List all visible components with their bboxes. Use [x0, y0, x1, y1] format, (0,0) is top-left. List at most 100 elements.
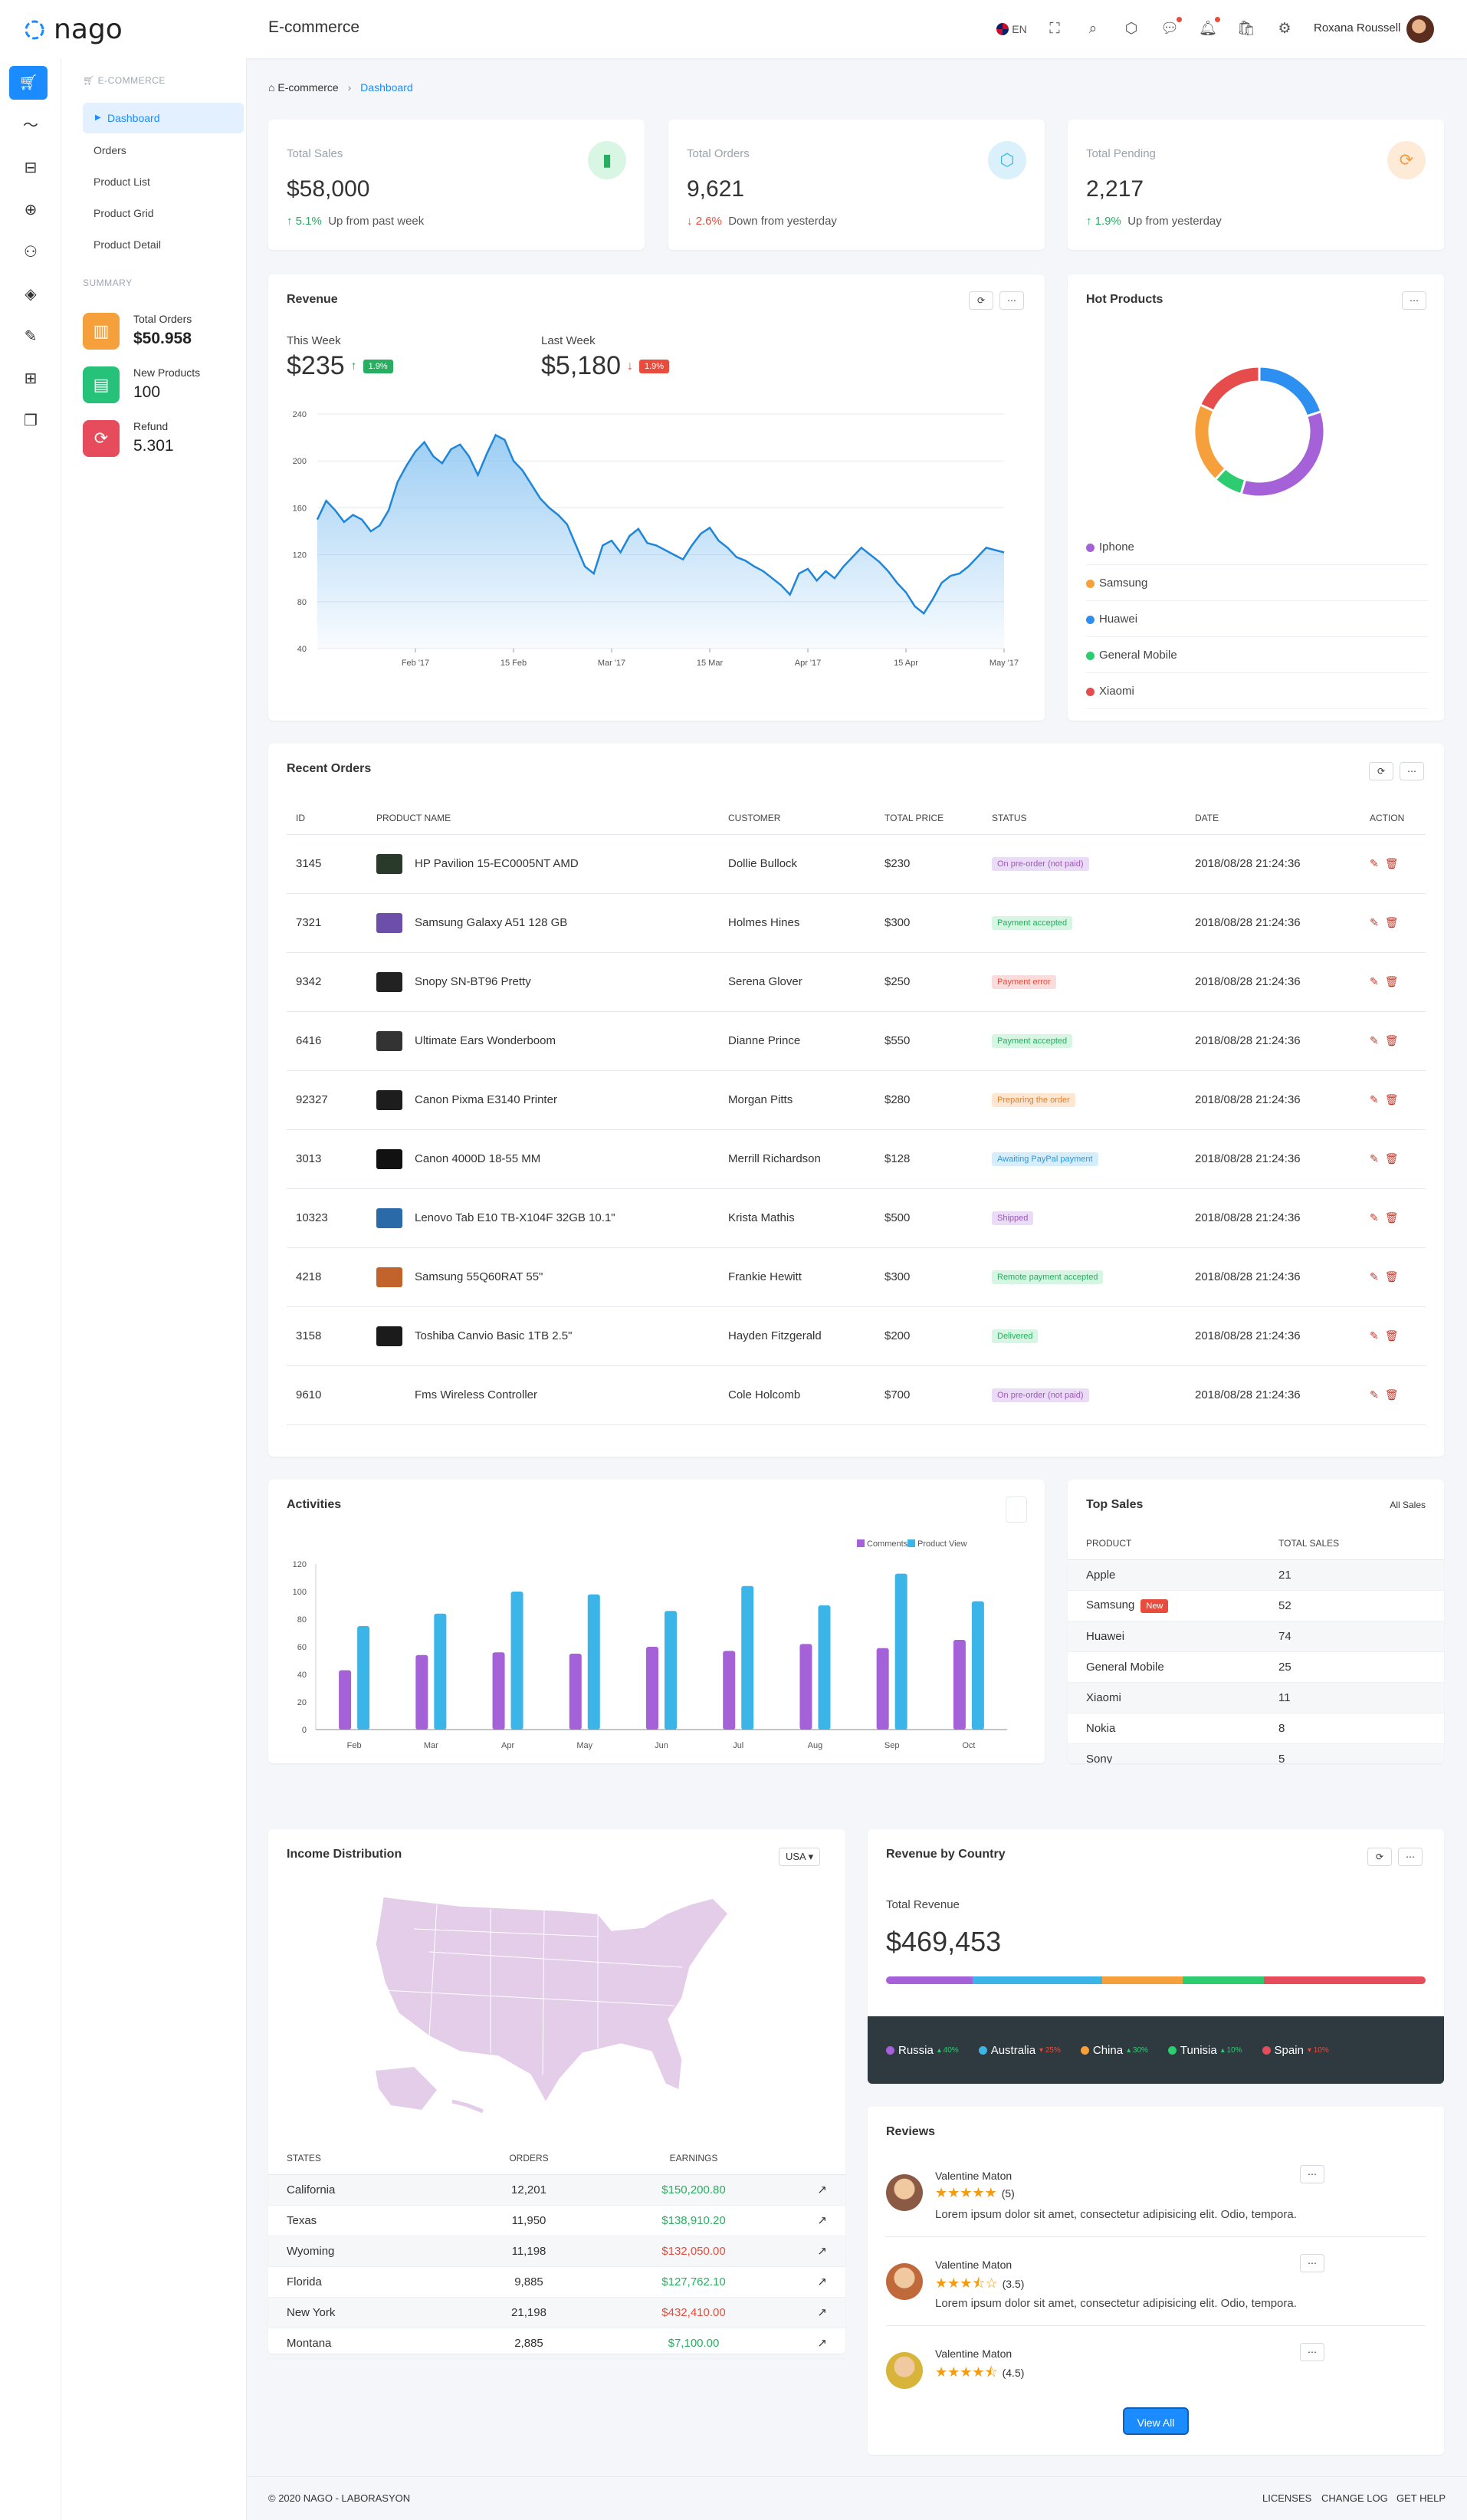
globe-icon[interactable]: ⊕ [24, 202, 38, 218]
box-icon[interactable]: ⬡ [1124, 21, 1138, 37]
gear-icon[interactable]: ⚙ [1278, 21, 1291, 37]
table-row[interactable]: 92327 Canon Pixma E3140 Printer Morgan Pit… [287, 1070, 1426, 1130]
submenu-item-dashboard[interactable]: ▶ Dashboard [83, 103, 244, 133]
submenu-item-product-list[interactable]: Product List [94, 176, 150, 188]
table-row[interactable]: 10323 Lenovo Tab E10 TB-X104F 32GB 10.1" K… [287, 1188, 1426, 1248]
edit-icon[interactable]: ✎ [1370, 1152, 1385, 1165]
trash-icon[interactable]: 🗑︎ [1384, 1034, 1405, 1046]
trash-icon[interactable]: 🗑︎ [1384, 975, 1405, 987]
table-row[interactable]: 4218 Samsung 55Q60RAT 55" Frankie Hewitt $3… [287, 1247, 1426, 1307]
trash-icon[interactable]: 🗑︎ [1384, 1270, 1405, 1283]
more-button[interactable]: ⋯ [1400, 762, 1424, 780]
customer: Merrill Richardson [719, 1129, 875, 1189]
view-all-button[interactable]: View All [1123, 2407, 1189, 2435]
table-row[interactable]: 9342 Snopy SN-BT96 Pretty Serena Glover $25… [287, 952, 1426, 1012]
options-button[interactable] [1006, 1497, 1027, 1523]
refresh-button[interactable]: ⟳ [969, 291, 993, 310]
more-button[interactable]: ⋯ [1402, 291, 1426, 310]
table-row[interactable]: Nokia 8 [1068, 1713, 1444, 1744]
logo[interactable]: nago [23, 14, 123, 45]
review-more-button[interactable]: ⋯ [1300, 2254, 1324, 2272]
table-row[interactable]: Montana 2,885 $7,100.00 ↗ [268, 2328, 845, 2359]
table-row[interactable]: Samsung New 52 [1068, 1590, 1444, 1621]
donut-slice-samsung[interactable] [1193, 402, 1228, 481]
layers-icon[interactable]: ◈ [25, 286, 37, 303]
table-row[interactable]: 3158 Toshiba Canvio Basic 1TB 2.5" Hayden … [287, 1306, 1426, 1366]
edit-icon[interactable]: ✎ [1370, 1270, 1385, 1283]
trash-icon[interactable]: 🗑︎ [1384, 1329, 1405, 1342]
edit-icon[interactable]: ✎ [1370, 1211, 1385, 1224]
external-link-icon[interactable]: ↗ [789, 2328, 845, 2359]
table-row[interactable]: Wyoming 11,198 $132,050.00 ↗ [268, 2236, 845, 2267]
trash-icon[interactable]: 🗑︎ [1384, 1388, 1405, 1401]
bag-icon[interactable]: 🛍︎ [1237, 21, 1256, 37]
users-icon[interactable]: ⚇ [24, 244, 38, 261]
donut-slice-huawei[interactable] [1258, 365, 1323, 418]
top-sales-table: PRODUCT TOTAL SALES Apple 21 Samsung New 52 Hu… [1068, 1527, 1444, 1763]
user-name[interactable]: Roxana Roussell [1314, 21, 1401, 34]
edit-icon[interactable]: ✎ [1370, 1388, 1385, 1401]
table-row[interactable]: Huawei 74 [1068, 1621, 1444, 1652]
external-link-icon[interactable]: ↗ [789, 2266, 845, 2298]
trash-icon[interactable]: 🗑︎ [1384, 1093, 1405, 1106]
table-row[interactable]: Sony 5 [1068, 1743, 1444, 1763]
briefcase-icon[interactable]: ⊟ [24, 159, 38, 176]
breadcrumb-root[interactable]: E-commerce [277, 81, 339, 94]
edit-icon[interactable]: ✎ [1370, 1034, 1385, 1046]
trash-icon[interactable]: 🗑︎ [1384, 1211, 1405, 1224]
external-link-icon[interactable]: ↗ [789, 2297, 845, 2328]
table-row[interactable]: California 12,201 $150,200.80 ↗ [268, 2174, 845, 2206]
refresh-button[interactable]: ⟳ [1369, 762, 1393, 780]
language-selector[interactable]: EN [989, 20, 1035, 38]
trash-icon[interactable]: 🗑︎ [1384, 1152, 1405, 1165]
copy-icon[interactable]: ❐ [24, 412, 38, 429]
activity-icon[interactable]: 〜 [23, 117, 38, 134]
trash-icon[interactable]: 🗑︎ [1384, 857, 1405, 869]
edit-icon[interactable]: ✎ [1370, 1329, 1385, 1342]
more-button[interactable]: ⋯ [1398, 1848, 1423, 1866]
action-cell: ✎🗑︎ [1360, 893, 1426, 953]
table-row[interactable]: 3013 Canon 4000D 18-55 MM Merrill Richards… [287, 1129, 1426, 1189]
review-more-button[interactable]: ⋯ [1300, 2343, 1324, 2361]
table-row[interactable]: 7321 Samsung Galaxy A51 128 GB Holmes Hine… [287, 893, 1426, 953]
licenses-link[interactable]: LICENSES [1262, 2492, 1312, 2504]
bell-icon[interactable]: 🔔︎ [1199, 17, 1220, 38]
trash-icon[interactable]: 🗑︎ [1384, 916, 1405, 928]
earnings: $150,200.80 [598, 2174, 789, 2206]
table-row[interactable]: 6416 Ultimate Ears Wonderboom Dianne Princ… [287, 1011, 1426, 1071]
gift-icon[interactable]: ⊞ [24, 370, 38, 387]
table-row[interactable]: General Mobile 25 [1068, 1651, 1444, 1683]
external-link-icon[interactable]: ↗ [789, 2174, 845, 2206]
fullscreen-icon[interactable]: ⛶ [1049, 21, 1060, 37]
table-row[interactable]: Xiaomi 11 [1068, 1682, 1444, 1713]
table-row[interactable]: Apple 21 [1068, 1559, 1444, 1591]
edit-icon[interactable]: ✎ [1370, 975, 1385, 987]
country-select[interactable]: USA ▾ [779, 1848, 821, 1866]
table-row[interactable]: Texas 11,950 $138,910.20 ↗ [268, 2205, 845, 2236]
external-link-icon[interactable]: ↗ [789, 2205, 845, 2236]
review-more-button[interactable]: ⋯ [1300, 2165, 1324, 2183]
edit-icon[interactable]: ✎ [1370, 916, 1385, 928]
table-row[interactable]: 3145 HP Pavilion 15-EC0005NT AMD Dollie Bu… [287, 834, 1426, 894]
cart-icon[interactable]: 🛒︎ [9, 66, 48, 100]
donut-slice-iphone[interactable] [1239, 409, 1326, 498]
get-help-link[interactable]: GET HELP [1396, 2492, 1446, 2504]
user-avatar[interactable] [1406, 15, 1434, 43]
donut-slice-xiaomi[interactable] [1198, 365, 1261, 412]
change-log-link[interactable]: CHANGE LOG [1321, 2492, 1388, 2504]
chat-icon[interactable]: 💬︎ [1160, 17, 1182, 38]
submenu-item-orders[interactable]: Orders [94, 144, 126, 156]
all-sales-link[interactable]: All Sales [1390, 1500, 1426, 1510]
submenu-item-product-detail[interactable]: Product Detail [94, 238, 161, 251]
pen-icon[interactable]: ✎ [24, 328, 38, 345]
edit-icon[interactable]: ✎ [1370, 857, 1385, 869]
external-link-icon[interactable]: ↗ [789, 2236, 845, 2267]
more-button[interactable]: ⋯ [999, 291, 1024, 310]
search-icon[interactable]: ⌕ [1088, 21, 1098, 37]
refresh-button[interactable]: ⟳ [1367, 1848, 1392, 1866]
submenu-item-product-grid[interactable]: Product Grid [94, 207, 154, 219]
table-row[interactable]: Florida 9,885 $127,762.10 ↗ [268, 2266, 845, 2298]
table-row[interactable]: New York 21,198 $432,410.00 ↗ [268, 2297, 845, 2328]
table-row[interactable]: 9610 Fms Wireless Controller Cole Holcomb $… [287, 1365, 1426, 1425]
edit-icon[interactable]: ✎ [1370, 1093, 1385, 1106]
